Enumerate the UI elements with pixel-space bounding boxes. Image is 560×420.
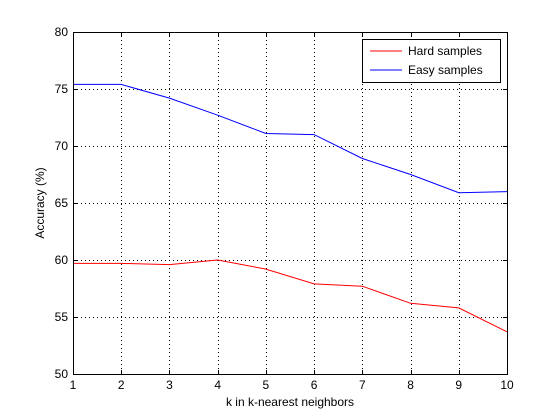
x-tick-label: 8	[407, 378, 414, 392]
y-tick-label: 65	[55, 196, 69, 210]
legend-box	[362, 39, 501, 83]
x-tick-label: 1	[70, 378, 77, 392]
y-tick-label: 60	[55, 253, 69, 267]
y-tick-label: 55	[55, 310, 69, 324]
legend-label-hard: Hard samples	[408, 44, 482, 58]
legend-label-easy: Easy samples	[408, 63, 483, 77]
x-axis-label: k in k-nearest neighbors	[226, 395, 354, 409]
axis-ticks: 1 2 3 4 5 6 7 8 9 10 50 55 60 65 70 75 80	[55, 25, 514, 392]
y-tick-label: 80	[55, 25, 69, 39]
legend: Hard samples Easy samples	[362, 39, 501, 83]
grid-lines	[73, 32, 507, 374]
y-tick-label: 75	[55, 82, 69, 96]
x-tick-label: 9	[455, 378, 462, 392]
x-tick-label: 5	[263, 378, 270, 392]
x-tick-label: 4	[214, 378, 221, 392]
y-tick-label: 70	[55, 139, 69, 153]
x-tick-label: 2	[118, 378, 125, 392]
x-tick-label: 6	[311, 378, 318, 392]
y-tick-label: 50	[55, 367, 69, 381]
x-tick-label: 10	[500, 378, 514, 392]
series-line-hard	[73, 259, 508, 333]
series-lines	[73, 83, 508, 333]
x-tick-label: 3	[166, 378, 173, 392]
x-tick-label: 7	[359, 378, 366, 392]
y-axis-label: Accuracy (%)	[33, 167, 47, 238]
series-line-easy	[73, 83, 508, 194]
